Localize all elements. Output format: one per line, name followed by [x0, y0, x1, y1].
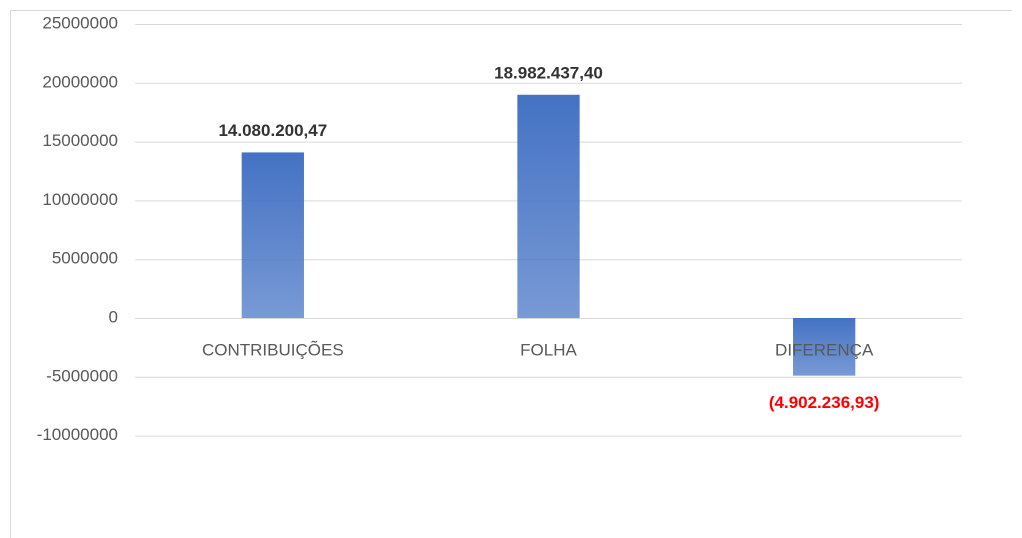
y-tick-label: 15000000 — [42, 131, 118, 150]
y-tick-label: -5000000 — [46, 366, 118, 385]
y-tick-label: 5000000 — [52, 249, 118, 268]
data-label: 18.982.437,40 — [494, 63, 603, 82]
bar — [793, 318, 856, 376]
bar — [241, 152, 304, 318]
data-label: 14.080.200,47 — [218, 121, 327, 140]
data-label: (4.902.236,93) — [769, 393, 880, 412]
y-tick-label: 25000000 — [42, 13, 118, 32]
y-tick-label: -10000000 — [37, 425, 118, 444]
x-tick-label: CONTRIBUIÇÕES — [202, 340, 344, 359]
y-tick-label: 20000000 — [42, 72, 118, 91]
y-tick-label: 10000000 — [42, 190, 118, 209]
x-tick-label: DIFERENÇA — [775, 340, 874, 359]
y-tick-label: 0 — [109, 307, 118, 326]
bar — [517, 94, 580, 318]
x-tick-label: FOLHA — [520, 340, 577, 359]
